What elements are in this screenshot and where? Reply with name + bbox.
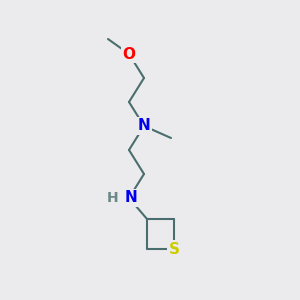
Text: H: H — [107, 191, 118, 205]
Text: N: N — [124, 190, 137, 206]
Text: O: O — [122, 46, 136, 62]
Text: S: S — [169, 242, 179, 256]
Text: N: N — [138, 118, 150, 134]
